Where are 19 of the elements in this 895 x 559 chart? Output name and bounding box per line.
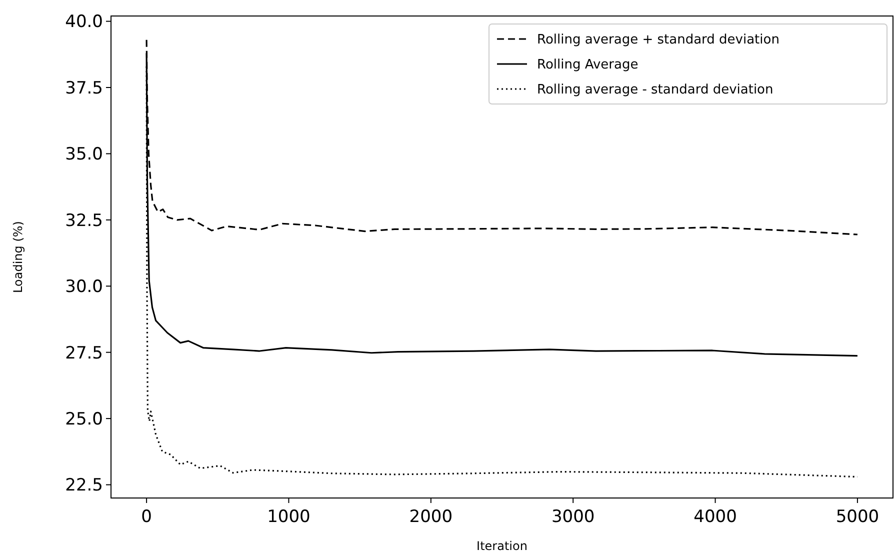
y-tick-label: 32.5 (65, 210, 103, 231)
y-tick-label: 30.0 (65, 277, 103, 298)
y-tick-label: 27.5 (65, 343, 103, 364)
y-tick-label: 22.5 (65, 476, 103, 496)
x-tick-label: 3000 (551, 507, 595, 527)
legend-label: Rolling average + standard deviation (537, 32, 780, 48)
x-tick-label: 4000 (694, 507, 737, 527)
legend-label: Rolling average - standard deviation (537, 82, 774, 98)
x-tick-label: 5000 (836, 507, 880, 527)
x-tick-label: 0 (141, 507, 152, 527)
legend-label: Rolling Average (537, 58, 638, 73)
x-axis-title: Iteration (476, 539, 528, 553)
y-tick-label: 35.0 (65, 144, 103, 165)
y-tick-label: 40.0 (65, 12, 103, 32)
y-tick-label: 37.5 (65, 78, 103, 98)
y-axis-title: Loading (%) (11, 221, 25, 293)
x-tick-label: 1000 (267, 507, 310, 527)
y-tick-label: 25.0 (65, 410, 103, 430)
x-tick-label: 2000 (409, 507, 453, 527)
